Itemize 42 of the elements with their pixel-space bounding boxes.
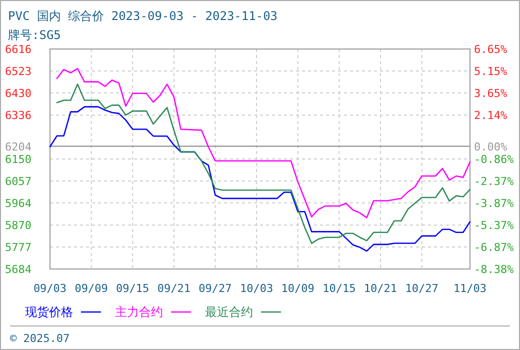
y2-tick-label: -8.38% xyxy=(474,263,514,276)
y-tick-label: 5870 xyxy=(5,219,32,232)
legend-label: 最近合约 xyxy=(205,305,253,319)
y-tick-label: 5777 xyxy=(5,241,32,254)
y2-tick-label: 0.00% xyxy=(474,140,508,154)
legend-label: 主力合约 xyxy=(115,305,163,319)
y2-tick-label: -2.37% xyxy=(474,175,514,188)
x-tick-label: 11/03 xyxy=(453,282,487,295)
text: © 2025.07 xyxy=(10,332,70,345)
y2-tick-label: 2.14% xyxy=(474,109,508,122)
y2-tick-label: -6.87% xyxy=(474,240,514,254)
y2-tick-label: 5.15% xyxy=(474,64,508,78)
x-tick-label: 10/09 xyxy=(281,282,314,295)
y2-tick-label: -0.86% xyxy=(474,152,514,166)
x-tick-label: 10/27 xyxy=(405,282,438,295)
y-tick-label: 5684 xyxy=(5,263,32,276)
line-series xyxy=(56,68,471,218)
line-series xyxy=(49,106,471,252)
legend-label: 现货价格 xyxy=(25,305,73,319)
y-tick-label: 6336 xyxy=(5,109,32,122)
y-tick-label: 6057 xyxy=(5,174,32,188)
y2-tick-label: 3.65% xyxy=(474,86,508,100)
x-tick-label: 10/03 xyxy=(240,282,274,295)
chart-subtitle: 牌号:SG5 xyxy=(8,28,61,42)
y2-tick-label: 6.65% xyxy=(474,43,508,56)
x-tick-label: 10/21 xyxy=(364,282,398,295)
y-tick-label: 5964 xyxy=(5,196,32,210)
y-tick-label: 6430 xyxy=(5,86,32,100)
y2-tick-label: -5.37% xyxy=(474,218,514,232)
chart-title: PVC 国内 综合价 2023-09-03 - 2023-11-03 xyxy=(8,9,278,23)
x-tick-label: 10/15 xyxy=(322,282,356,295)
y2-tick-label: -3.87% xyxy=(474,196,514,210)
x-tick-label: 09/15 xyxy=(116,282,150,295)
x-tick-label: 09/27 xyxy=(198,282,232,295)
y-tick-label: 6204 xyxy=(5,140,32,154)
y-tick-label: 6616 xyxy=(5,43,32,56)
x-tick-label: 09/03 xyxy=(33,282,67,295)
x-tick-label: 09/09 xyxy=(74,282,108,295)
y-tick-label: 6150 xyxy=(5,153,32,166)
x-tick-label: 09/21 xyxy=(157,282,190,295)
y-tick-label: 6523 xyxy=(5,64,32,78)
line-series xyxy=(56,84,471,244)
